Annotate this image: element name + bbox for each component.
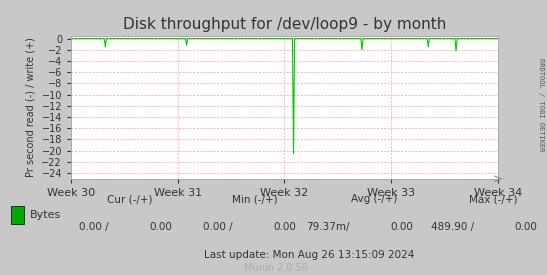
Text: 489.90 /: 489.90 / xyxy=(431,222,474,232)
Text: Max (-/+): Max (-/+) xyxy=(469,194,517,204)
Title: Disk throughput for /dev/loop9 - by month: Disk throughput for /dev/loop9 - by mont… xyxy=(123,17,446,32)
Text: 0.00: 0.00 xyxy=(515,222,537,232)
FancyBboxPatch shape xyxy=(11,206,25,224)
Text: Cur (-/+): Cur (-/+) xyxy=(107,194,153,204)
Text: 79.37m/: 79.37m/ xyxy=(306,222,350,232)
Text: 0.00: 0.00 xyxy=(274,222,296,232)
Text: 0.00: 0.00 xyxy=(390,222,413,232)
Text: RRDTOOL / TOBI OETIKER: RRDTOOL / TOBI OETIKER xyxy=(538,58,544,151)
Text: Bytes: Bytes xyxy=(30,210,61,220)
Text: Avg (-/+): Avg (-/+) xyxy=(351,194,397,204)
Text: Munin 2.0.56: Munin 2.0.56 xyxy=(245,263,308,273)
Y-axis label: Pr second read (-) / write (+): Pr second read (-) / write (+) xyxy=(26,37,36,177)
Text: Min (-/+): Min (-/+) xyxy=(232,194,277,204)
Text: Last update: Mon Aug 26 13:15:09 2024: Last update: Mon Aug 26 13:15:09 2024 xyxy=(203,250,414,260)
Text: 0.00: 0.00 xyxy=(149,222,172,232)
Text: 0.00 /: 0.00 / xyxy=(79,222,108,232)
Text: 0.00 /: 0.00 / xyxy=(203,222,233,232)
